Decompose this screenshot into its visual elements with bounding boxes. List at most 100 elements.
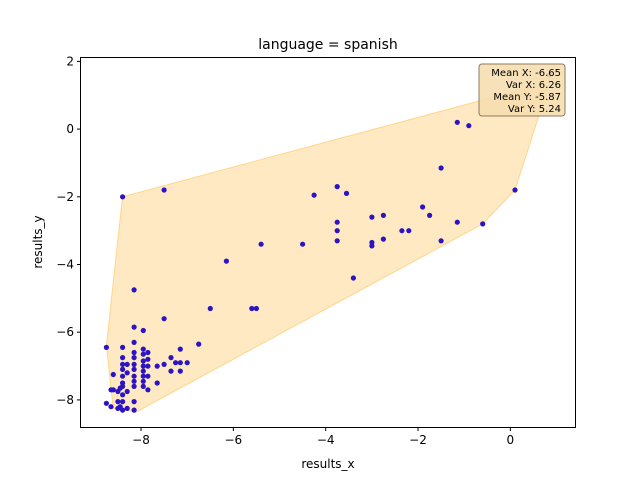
data-point [103, 344, 109, 350]
data-point [438, 165, 444, 171]
x-tick-label: −4 [317, 433, 335, 447]
data-point [168, 355, 174, 361]
stats-mean-x: Mean X: -6.65 [491, 68, 561, 79]
data-point [480, 221, 486, 227]
data-point [140, 368, 146, 374]
y-tick-label: 0 [66, 122, 74, 136]
data-point [300, 241, 306, 247]
data-point [334, 238, 340, 244]
data-point [120, 373, 126, 379]
data-point [131, 355, 137, 361]
chart-title: language = spanish [258, 37, 398, 53]
x-axis: −8 −6 −4 −2 0 [132, 427, 514, 447]
data-point [124, 405, 130, 411]
data-point [120, 383, 126, 389]
data-point [131, 349, 137, 356]
data-point [380, 212, 386, 218]
data-point [427, 212, 433, 218]
data-point [131, 399, 137, 405]
data-point [120, 361, 126, 367]
stats-mean-y: Mean Y: -5.87 [493, 92, 561, 103]
data-point [177, 346, 183, 352]
stats-box: Mean X: -6.65 Var X: 6.26 Mean Y: -5.87 … [478, 63, 566, 117]
data-point [154, 363, 160, 369]
stats-box-background [478, 63, 566, 117]
data-point [145, 363, 151, 369]
y-axis: −8 −6 −4 −2 0 2 [56, 54, 81, 407]
x-tick-label: −6 [225, 433, 243, 447]
data-point [454, 219, 460, 225]
stats-var-y: Var Y: 5.24 [508, 104, 561, 115]
data-point [512, 187, 518, 193]
data-point [369, 243, 375, 249]
data-point [124, 370, 130, 376]
data-point [334, 184, 340, 190]
data-point [161, 316, 167, 322]
y-tick-label: −4 [56, 258, 74, 272]
data-point [223, 258, 229, 264]
data-point [399, 228, 405, 234]
data-point [154, 380, 160, 386]
data-point [120, 344, 126, 350]
data-point [466, 123, 472, 129]
data-point [131, 366, 137, 372]
data-point [131, 339, 137, 345]
data-point [258, 241, 264, 247]
data-point [120, 392, 126, 398]
data-point [131, 287, 137, 293]
data-point [124, 388, 130, 395]
data-point [120, 407, 126, 413]
data-point [438, 238, 444, 244]
data-point [140, 346, 146, 352]
data-point [131, 407, 137, 413]
data-point [140, 363, 146, 369]
data-point [110, 371, 116, 378]
data-point [350, 275, 356, 281]
data-point [140, 351, 146, 357]
data-point [173, 360, 179, 366]
data-point [145, 356, 151, 362]
data-point [311, 192, 317, 198]
y-tick-label: −2 [56, 190, 74, 204]
y-tick-label: 2 [66, 54, 74, 68]
data-point [120, 355, 126, 361]
data-point [140, 358, 146, 364]
data-point [131, 378, 137, 384]
data-point [161, 361, 167, 367]
x-tick-label: −2 [409, 433, 427, 447]
data-point [161, 187, 167, 193]
x-axis-label: results_x [301, 457, 354, 471]
data-point [124, 361, 130, 367]
data-point [140, 383, 146, 389]
data-point [140, 373, 146, 379]
data-point [145, 373, 151, 379]
y-tick-label: −8 [56, 393, 74, 407]
data-point [343, 190, 350, 196]
data-point [196, 341, 202, 347]
data-point [334, 228, 340, 234]
plot-frame [80, 57, 576, 428]
data-point [140, 327, 146, 334]
data-point [110, 387, 116, 393]
y-axis-label: results_y [31, 215, 45, 268]
x-tick-label: 0 [507, 433, 515, 447]
stats-var-x: Var X: 6.26 [506, 80, 561, 91]
data-point [120, 194, 126, 200]
data-point [454, 119, 460, 125]
data-point [249, 305, 255, 312]
data-point [108, 404, 114, 410]
data-point [120, 366, 126, 372]
data-point [253, 305, 259, 312]
data-point [140, 378, 146, 384]
data-point [131, 383, 137, 389]
data-point [168, 368, 174, 374]
data-point [207, 305, 213, 312]
data-point [406, 228, 412, 234]
data-point [334, 219, 340, 225]
data-point [145, 387, 151, 393]
data-point [103, 400, 109, 406]
data-point [131, 324, 137, 330]
data-point [145, 349, 151, 356]
data-point [420, 204, 426, 210]
